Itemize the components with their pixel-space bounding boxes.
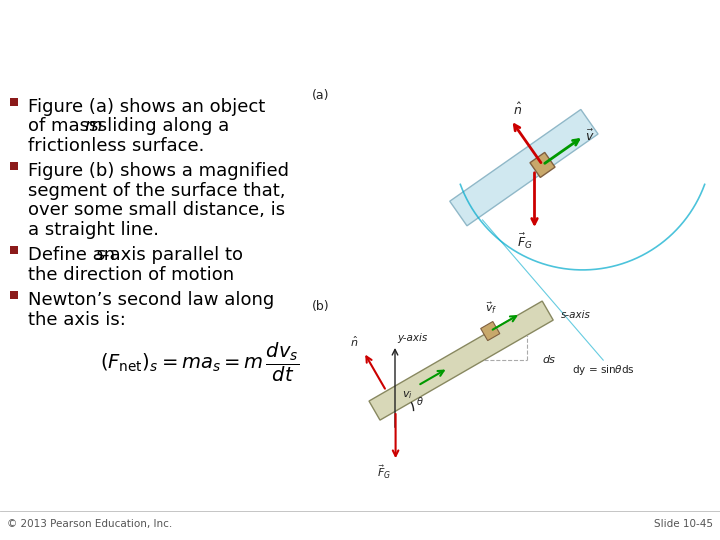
Text: s-axis: s-axis	[561, 310, 591, 320]
Text: sliding along a: sliding along a	[92, 117, 229, 136]
Text: Figure (b) shows a magnified: Figure (b) shows a magnified	[28, 163, 289, 180]
Text: dy = sin$\theta$ds: dy = sin$\theta$ds	[572, 363, 635, 377]
Text: Figure (a) shows an object: Figure (a) shows an object	[28, 98, 265, 116]
Text: $\hat{n}$: $\hat{n}$	[513, 102, 522, 118]
Text: ds: ds	[542, 355, 555, 365]
Text: $\vec{F}_G$: $\vec{F}_G$	[517, 232, 533, 251]
Text: of mass: of mass	[28, 117, 104, 136]
Text: Newton’s second law along: Newton’s second law along	[28, 292, 274, 309]
Text: © 2013 Pearson Education, Inc.: © 2013 Pearson Education, Inc.	[7, 518, 173, 529]
Text: a straight line.: a straight line.	[28, 221, 159, 239]
Text: Slide 10-45: Slide 10-45	[654, 518, 713, 529]
Text: $(F_{\rm net})_s = ma_s = m\,\dfrac{dv_s}{dt}$: $(F_{\rm net})_s = ma_s = m\,\dfrac{dv_s…	[100, 340, 300, 384]
Polygon shape	[369, 301, 553, 420]
Polygon shape	[450, 110, 598, 226]
Text: s: s	[96, 246, 105, 265]
Text: the axis is:: the axis is:	[28, 311, 126, 329]
Text: (b): (b)	[312, 300, 330, 313]
Text: $\vec{v}_f$: $\vec{v}_f$	[485, 301, 498, 316]
Text: (a): (a)	[312, 89, 330, 102]
Text: -axis parallel to: -axis parallel to	[103, 246, 243, 265]
Text: over some small distance, is: over some small distance, is	[28, 201, 285, 219]
Bar	[10, 292, 18, 299]
Text: segment of the surface that,: segment of the surface that,	[28, 182, 286, 200]
Text: Define an: Define an	[28, 246, 121, 265]
Polygon shape	[481, 321, 500, 341]
Text: $\theta$: $\theta$	[415, 395, 423, 407]
Text: frictionless surface.: frictionless surface.	[28, 137, 204, 155]
Text: $\hat{n}$: $\hat{n}$	[349, 335, 358, 349]
Bar	[10, 98, 18, 106]
Text: the direction of motion: the direction of motion	[28, 266, 234, 284]
Text: y-axis: y-axis	[397, 333, 427, 343]
Text: m: m	[84, 117, 102, 136]
Polygon shape	[530, 152, 555, 178]
Text: $\vec{F}_G$: $\vec{F}_G$	[377, 463, 392, 481]
Bar	[10, 163, 18, 171]
Text: Gravitational Potential Energy on a Frictionless: Gravitational Potential Energy on a Fric…	[12, 20, 607, 40]
Text: $v_i$: $v_i$	[402, 389, 413, 401]
Bar	[10, 246, 18, 254]
Text: Surface – Slide 1 of 4: Surface – Slide 1 of 4	[12, 56, 276, 76]
Text: $\vec{v}$: $\vec{v}$	[585, 129, 595, 144]
